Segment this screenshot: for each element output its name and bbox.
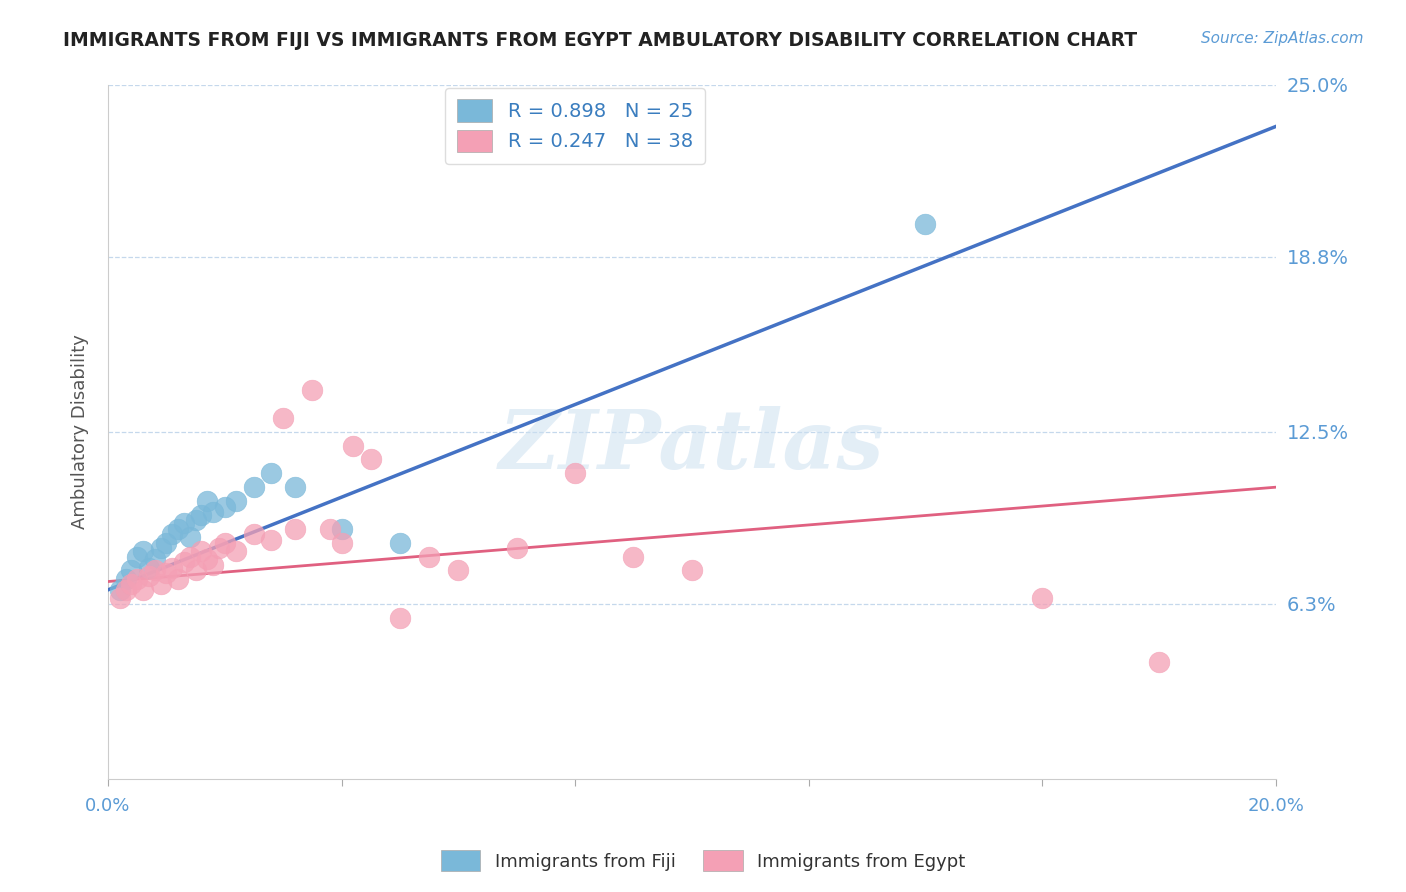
Point xyxy=(447,564,470,578)
Point xyxy=(155,566,177,581)
Point xyxy=(138,560,160,574)
Point xyxy=(260,467,283,481)
Point xyxy=(155,535,177,549)
Point xyxy=(1031,591,1053,606)
Point xyxy=(143,564,166,578)
Point xyxy=(388,610,411,624)
Text: Source: ZipAtlas.com: Source: ZipAtlas.com xyxy=(1201,31,1364,46)
Point xyxy=(284,480,307,494)
Point xyxy=(243,480,266,494)
Point xyxy=(173,516,195,531)
Point xyxy=(179,530,201,544)
Point xyxy=(214,500,236,514)
Point xyxy=(149,541,172,556)
Point xyxy=(138,569,160,583)
Point xyxy=(114,572,136,586)
Point xyxy=(202,558,225,572)
Point xyxy=(342,439,364,453)
Point xyxy=(184,514,207,528)
Point xyxy=(160,560,183,574)
Point xyxy=(127,572,149,586)
Point xyxy=(195,494,218,508)
Point xyxy=(225,494,247,508)
Point xyxy=(190,544,212,558)
Point xyxy=(260,533,283,547)
Point xyxy=(1147,655,1170,669)
Point xyxy=(271,410,294,425)
Point xyxy=(914,217,936,231)
Point xyxy=(214,535,236,549)
Point xyxy=(184,564,207,578)
Legend: Immigrants from Fiji, Immigrants from Egypt: Immigrants from Fiji, Immigrants from Eg… xyxy=(433,843,973,879)
Point xyxy=(301,383,323,397)
Text: IMMIGRANTS FROM FIJI VS IMMIGRANTS FROM EGYPT AMBULATORY DISABILITY CORRELATION : IMMIGRANTS FROM FIJI VS IMMIGRANTS FROM … xyxy=(63,31,1137,50)
Point xyxy=(190,508,212,522)
Point xyxy=(108,582,131,597)
Point xyxy=(179,549,201,564)
Point xyxy=(360,452,382,467)
Y-axis label: Ambulatory Disability: Ambulatory Disability xyxy=(72,334,89,529)
Point xyxy=(681,564,703,578)
Text: ZIPatlas: ZIPatlas xyxy=(499,406,884,485)
Point xyxy=(388,535,411,549)
Point xyxy=(225,544,247,558)
Point xyxy=(418,549,440,564)
Point xyxy=(167,572,190,586)
Point xyxy=(564,467,586,481)
Point xyxy=(108,591,131,606)
Point xyxy=(319,522,342,536)
Point xyxy=(173,555,195,569)
Point xyxy=(284,522,307,536)
Point xyxy=(120,564,142,578)
Point xyxy=(149,577,172,591)
Point xyxy=(330,535,353,549)
Point xyxy=(132,582,155,597)
Point xyxy=(505,541,527,556)
Point xyxy=(243,527,266,541)
Point xyxy=(160,527,183,541)
Point xyxy=(623,549,645,564)
Point xyxy=(114,582,136,597)
Point xyxy=(120,577,142,591)
Point xyxy=(167,522,190,536)
Point xyxy=(127,549,149,564)
Legend: R = 0.898   N = 25, R = 0.247   N = 38: R = 0.898 N = 25, R = 0.247 N = 38 xyxy=(446,87,704,164)
Point xyxy=(208,541,231,556)
Point xyxy=(195,552,218,566)
Point xyxy=(330,522,353,536)
Point xyxy=(202,505,225,519)
Point xyxy=(132,544,155,558)
Point xyxy=(143,552,166,566)
